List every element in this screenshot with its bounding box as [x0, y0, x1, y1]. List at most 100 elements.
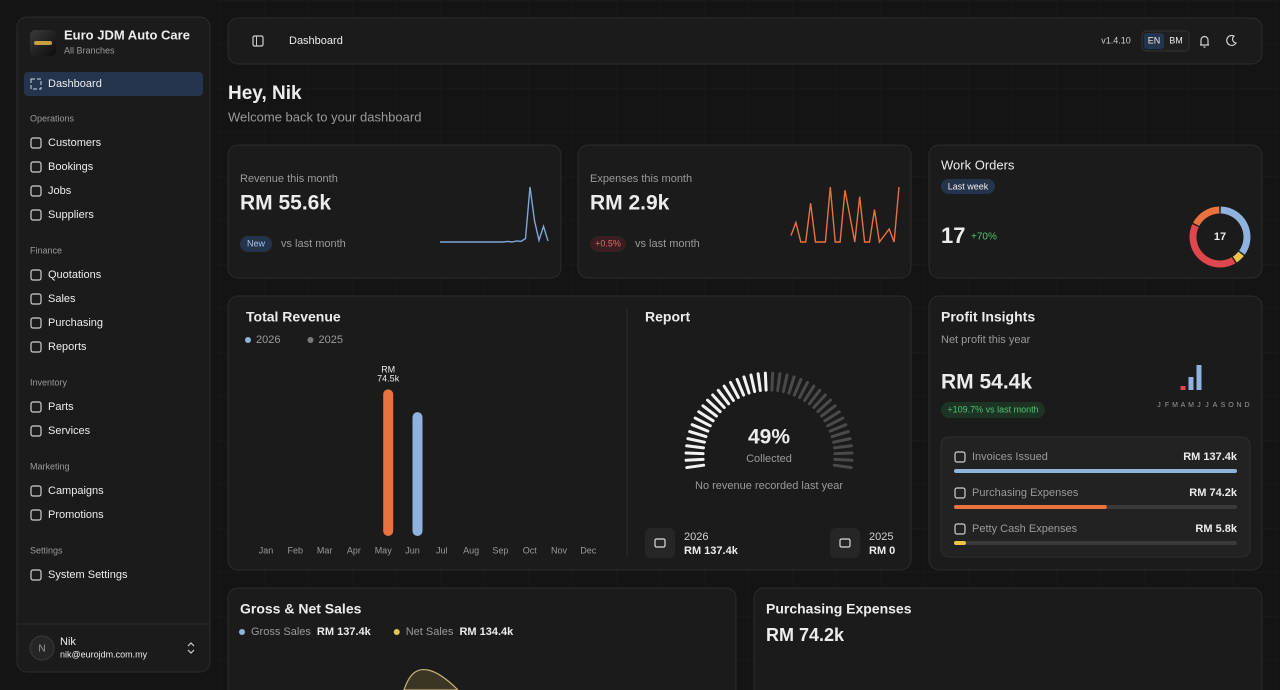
nav-item[interactable]: Services	[48, 425, 91, 437]
nav-icon	[30, 293, 42, 305]
avatar[interactable]	[29, 635, 55, 661]
gauge-tick	[693, 416, 712, 428]
nav-item[interactable]: Jobs	[48, 185, 72, 197]
user-email: nik@eurojdm.com.my	[60, 649, 148, 659]
legend-dot	[307, 337, 314, 343]
nav-active[interactable]	[24, 72, 203, 96]
x-tick-label: Mar	[317, 545, 333, 555]
user-name: Nik	[60, 636, 76, 648]
user-menu-toggle[interactable]	[187, 642, 195, 654]
nav-item[interactable]: Reports	[48, 341, 87, 353]
stat-year: 2026	[684, 531, 708, 543]
card-title: Work Orders	[941, 157, 1015, 172]
gauge-tick	[820, 404, 837, 418]
nav-item[interactable]: System Settings	[48, 569, 128, 581]
nav-item[interactable]: Bookings	[48, 161, 94, 173]
bar	[1188, 377, 1194, 390]
work-orders-card	[928, 144, 1263, 279]
bar	[1180, 386, 1186, 390]
card-subtitle: Net profit this year	[941, 334, 1031, 346]
nav-section-title: Operations	[30, 113, 75, 123]
stat-label: Expenses this month	[590, 173, 692, 185]
donut-segment	[1189, 224, 1236, 268]
sidebar-toggle[interactable]	[252, 35, 264, 47]
breadcrumb: Dashboard	[289, 35, 343, 47]
stat-badge	[590, 236, 626, 252]
bar	[383, 389, 394, 536]
value-label: RM 74.5k	[377, 365, 400, 384]
legend-amount: RM 134.4k	[459, 626, 514, 638]
legend-label: Gross Sales	[251, 626, 311, 638]
stat-icon	[839, 538, 851, 548]
sidebar	[16, 16, 211, 673]
area-chart-peak	[403, 668, 459, 690]
gauge-tick	[830, 430, 850, 439]
legend-dot	[393, 629, 400, 635]
purchasing-card	[753, 587, 1263, 690]
nav-item[interactable]: Dashboard	[48, 78, 102, 90]
donut-center: 17	[1214, 231, 1226, 243]
stat-year: 2025	[869, 531, 893, 543]
gauge-tick	[812, 393, 827, 410]
nav-icon	[30, 269, 42, 281]
sparkline	[440, 186, 549, 243]
gauge-tick	[828, 423, 848, 433]
x-tick-label: Jan	[259, 545, 274, 555]
x-tick-label: Nov	[551, 545, 568, 555]
gauge-tick	[685, 463, 706, 470]
profit-value: RM 54.4k	[941, 371, 1032, 394]
nav-item[interactable]: Purchasing	[48, 317, 103, 329]
x-tick-label: Sep	[492, 545, 508, 555]
card-title: Purchasing Expenses	[766, 601, 912, 617]
nav-icon	[30, 78, 42, 90]
gross-net-card	[227, 587, 737, 690]
gauge-tick	[833, 451, 854, 456]
nav-item[interactable]: Suppliers	[48, 209, 94, 221]
gauge-tick	[787, 375, 796, 395]
gauge-tick	[776, 372, 782, 393]
stat-badge	[240, 236, 272, 252]
card-title: Profit Insights	[941, 309, 1035, 325]
donut-segment	[1193, 206, 1220, 227]
x-tick-label: J	[1197, 402, 1201, 409]
breakdown-icon	[954, 451, 966, 463]
donut-segment	[1232, 251, 1244, 263]
language-option[interactable]: BM	[1169, 35, 1183, 45]
notifications[interactable]	[1200, 35, 1209, 48]
nav-icon	[30, 317, 42, 329]
theme-toggle[interactable]	[1226, 34, 1237, 47]
nav-item[interactable]: Promotions	[48, 509, 104, 521]
stat-badge-text: +0.5%	[595, 238, 621, 248]
greeting-subtitle: Welcome back to your dashboard	[228, 109, 421, 124]
revenue-report-card	[227, 295, 912, 571]
nav-icon	[30, 425, 42, 437]
gauge-tick	[684, 451, 705, 456]
gauge-tick	[832, 444, 853, 450]
x-tick-label: M	[1188, 402, 1194, 409]
nav-item[interactable]: Parts	[48, 401, 74, 413]
brand-subtitle: All Branches	[64, 45, 115, 55]
gauge-tick	[832, 463, 853, 470]
topbar	[227, 17, 1263, 65]
nav-section-title: Finance	[30, 245, 62, 255]
breakdown-label: Petty Cash Expenses	[972, 523, 1078, 535]
nav-item[interactable]: Customers	[48, 137, 102, 149]
chart-title: Total Revenue	[246, 309, 341, 325]
progress-track	[954, 541, 1237, 545]
gauge-filled	[684, 371, 768, 470]
nav-item[interactable]: Sales	[48, 293, 76, 305]
x-tick-label: A	[1213, 402, 1218, 409]
nav-icon	[30, 341, 42, 353]
x-tick-label: Apr	[347, 545, 361, 555]
bar	[1196, 365, 1202, 390]
chart-title: Report	[645, 309, 690, 325]
legend-label: 2026	[256, 334, 280, 346]
language-option[interactable]: EN	[1148, 35, 1161, 45]
badge-text: +109.7% vs last month	[947, 404, 1038, 414]
nav-item[interactable]: Campaigns	[48, 485, 104, 497]
progress-bar	[954, 541, 966, 545]
gauge-tick	[686, 437, 706, 444]
gauge-value: 49%	[748, 426, 790, 449]
nav-item[interactable]: Quotations	[48, 269, 102, 281]
version: v1.4.10	[1101, 35, 1131, 45]
